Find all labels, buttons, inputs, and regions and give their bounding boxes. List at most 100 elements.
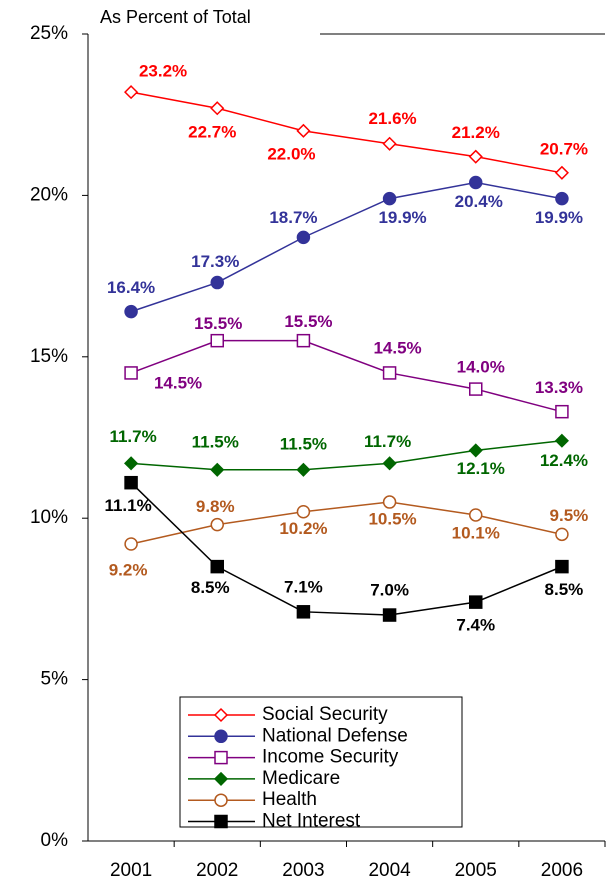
data-label: 11.5% <box>280 434 327 453</box>
data-label: 17.3% <box>191 252 239 271</box>
data-label: 20.4% <box>455 192 503 211</box>
data-point <box>555 559 569 574</box>
x-tick-label: 2003 <box>282 860 324 881</box>
data-label: 23.2% <box>139 62 187 81</box>
data-label: 9.2% <box>109 561 148 580</box>
data-point <box>296 605 311 619</box>
data-label: 9.5% <box>550 506 589 525</box>
data-label: 7.1% <box>284 577 323 596</box>
legend-marker <box>213 771 229 786</box>
data-label: 12.4% <box>540 451 588 470</box>
data-point <box>555 404 569 419</box>
series-line <box>131 439 563 471</box>
data-point <box>555 191 569 206</box>
data-point <box>469 175 483 190</box>
data-label: 14.0% <box>457 358 505 377</box>
x-tick-label: 2004 <box>368 860 411 881</box>
data-label: 18.7% <box>269 208 317 227</box>
data-label: 13.3% <box>535 378 583 397</box>
data-point <box>210 462 225 477</box>
data-point <box>210 517 224 532</box>
data-point <box>554 433 569 448</box>
data-point <box>124 85 139 100</box>
x-tick-label: 2001 <box>110 860 152 881</box>
data-point <box>382 136 397 151</box>
legend-marker <box>214 793 228 807</box>
data-label: 8.5% <box>545 580 584 599</box>
data-point <box>468 149 483 164</box>
data-point <box>210 333 224 348</box>
series-line <box>130 91 563 174</box>
data-point <box>382 191 397 206</box>
x-tick-label: 2006 <box>541 860 583 881</box>
data-point <box>124 304 138 319</box>
data-label: 22.7% <box>188 123 236 142</box>
data-point <box>296 123 311 138</box>
data-point <box>296 333 311 348</box>
data-label: 22.0% <box>267 144 315 163</box>
x-tick-label: 2005 <box>455 860 497 881</box>
data-label: 16.4% <box>107 278 155 297</box>
data-point <box>210 275 224 290</box>
data-point <box>382 366 397 380</box>
data-label: 9.8% <box>196 497 235 516</box>
data-label: 10.1% <box>452 523 500 542</box>
data-label: 21.2% <box>452 123 500 142</box>
data-label: 11.5% <box>192 432 239 451</box>
data-point <box>382 495 397 509</box>
data-label: 14.5% <box>154 373 202 392</box>
data-point <box>124 366 138 380</box>
data-point <box>468 443 483 458</box>
series-line <box>130 482 563 616</box>
legend-label: National Defense <box>262 725 408 746</box>
data-label: 8.5% <box>191 578 230 597</box>
data-label: 12.1% <box>457 459 505 478</box>
data-label: 10.2% <box>279 519 327 538</box>
y-tick-label: 5% <box>41 669 69 690</box>
series-line <box>130 339 563 413</box>
data-point <box>296 230 311 245</box>
data-point <box>555 527 569 542</box>
data-point <box>124 456 139 471</box>
y-tick-label: 20% <box>30 184 68 205</box>
y-tick-label: 10% <box>30 507 68 528</box>
legend-marker <box>214 729 228 744</box>
data-label: 21.6% <box>368 109 416 128</box>
series-line <box>130 181 563 313</box>
data-point <box>469 382 483 396</box>
data-label: 19.9% <box>535 208 583 227</box>
data-label: 14.5% <box>373 338 421 357</box>
chart-title: As Percent of Total <box>100 7 251 27</box>
data-point <box>124 537 138 551</box>
data-label: 10.5% <box>368 510 416 529</box>
legend-label: Medicare <box>262 768 340 789</box>
data-point <box>554 165 569 180</box>
legend-label: Net Interest <box>262 811 361 832</box>
y-tick-label: 15% <box>30 346 68 367</box>
series-line <box>130 501 563 545</box>
y-tick-label: 0% <box>41 830 69 851</box>
x-tick-label: 2002 <box>196 860 238 881</box>
legend-marker <box>214 750 228 765</box>
data-label: 19.9% <box>378 208 426 227</box>
data-point <box>296 504 311 519</box>
data-label: 15.5% <box>284 312 332 331</box>
legend-marker <box>213 707 229 723</box>
data-label: 20.7% <box>540 139 588 158</box>
data-label: 11.1% <box>104 496 151 515</box>
legend-label: Social Security <box>262 704 388 725</box>
data-point <box>382 456 397 471</box>
data-point <box>469 508 483 522</box>
legend-label: Income Security <box>262 747 399 768</box>
data-label: 15.5% <box>194 314 242 333</box>
data-point <box>296 462 311 477</box>
data-point <box>382 608 397 622</box>
data-point <box>210 101 225 116</box>
data-label: 7.4% <box>456 616 495 635</box>
y-tick-label: 25% <box>30 23 68 44</box>
legend-marker <box>214 814 228 829</box>
data-label: 11.7% <box>364 432 411 451</box>
data-label: 11.7% <box>109 427 156 446</box>
data-point <box>124 475 138 490</box>
